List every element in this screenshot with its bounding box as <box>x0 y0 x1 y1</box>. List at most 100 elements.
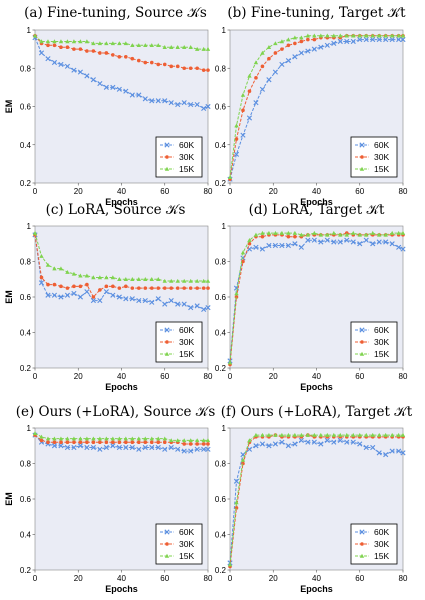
data-point-30K <box>137 58 141 63</box>
data-point-60K <box>38 50 45 56</box>
data-point-15K <box>312 432 317 437</box>
data-point-60K <box>383 239 389 245</box>
x-tick-label: 0 <box>228 187 233 196</box>
data-point-15K <box>84 39 90 44</box>
data-point-15K <box>312 33 317 38</box>
chart-panel-6: (f) Ours (+LoRA), Target 𝒦t 0 20 40 60 80 0.2 0… <box>215 404 413 594</box>
data-point-15K <box>194 46 200 51</box>
data-point-30K <box>72 47 76 51</box>
data-point-15K <box>400 33 406 38</box>
data-point-60K <box>318 441 324 447</box>
chart-title: (b) Fine-tuning, Target 𝒦t <box>227 5 406 21</box>
data-point-15K <box>143 277 148 282</box>
data-point-15K <box>156 43 161 48</box>
data-point-30K <box>156 286 161 290</box>
data-point-15K <box>45 39 51 44</box>
data-point-30K <box>85 440 89 445</box>
data-point-30K <box>117 286 122 290</box>
data-point-15K <box>58 436 64 441</box>
y-tick-label: 0.4 <box>215 531 227 540</box>
data-point-15K <box>273 432 278 437</box>
data-point-60K <box>97 297 103 304</box>
data-point-30K <box>162 286 167 290</box>
x-tick-label: 20 <box>269 574 278 583</box>
data-point-60K <box>64 444 71 451</box>
data-point-30K <box>98 288 102 292</box>
legend-label-30K: 30K <box>179 337 194 347</box>
legend-marker-30K <box>360 155 364 159</box>
data-point-60K <box>324 237 330 243</box>
data-point-15K <box>182 278 187 283</box>
legend-marker-60K <box>164 142 170 148</box>
data-point-15K <box>305 232 311 237</box>
data-point-15K <box>370 432 375 437</box>
data-point-15K <box>194 278 200 283</box>
data-point-60K <box>266 443 272 449</box>
legend-marker-15K <box>164 351 170 356</box>
chart-panel-5: (e) Ours (+LoRA), Source 𝒦s 0 20 40 60 80 0.2 0… <box>4 404 215 594</box>
data-point-15K <box>305 432 311 437</box>
data-point-30K <box>124 440 128 445</box>
data-point-15K <box>396 230 401 235</box>
legend-box <box>350 321 398 363</box>
data-point-30K <box>143 60 148 65</box>
data-point-30K <box>111 53 115 57</box>
series-line-15K <box>34 35 208 50</box>
y-tick-label: 0.4 <box>215 141 227 150</box>
data-point-60K <box>272 242 279 249</box>
data-point-30K <box>111 284 115 289</box>
data-point-30K <box>104 440 109 445</box>
data-point-15K <box>389 432 395 437</box>
data-point-15K <box>351 230 356 235</box>
y-tick-label: 0.6 <box>215 293 227 302</box>
data-point-60K <box>259 86 266 92</box>
y-tick-label: 0.2 <box>20 179 32 188</box>
data-point-15K <box>247 438 252 443</box>
y-tick-label: 0.4 <box>215 329 227 338</box>
data-point-15K <box>325 232 330 237</box>
data-point-60K <box>103 289 109 295</box>
legend-marker-30K <box>360 542 364 546</box>
data-point-15K <box>32 33 38 38</box>
x-axis-label: Epochs <box>300 584 333 594</box>
data-point-60K <box>155 444 161 451</box>
data-point-30K <box>65 286 70 290</box>
data-point-60K <box>71 444 77 451</box>
data-point-60K <box>149 98 155 104</box>
data-point-15K <box>182 438 187 443</box>
legend: 60K 30K 15K <box>155 523 203 565</box>
data-point-60K <box>350 239 356 245</box>
data-point-60K <box>84 73 90 79</box>
data-point-15K <box>364 33 369 38</box>
data-point-60K <box>285 443 291 449</box>
data-point-15K <box>78 436 83 441</box>
data-point-15K <box>253 432 259 437</box>
x-tick-label: 60 <box>160 187 169 196</box>
data-point-60K <box>123 444 129 451</box>
data-point-60K <box>305 237 311 243</box>
data-point-15K <box>194 438 200 443</box>
y-tick-label: 0.2 <box>20 364 32 373</box>
data-point-60K <box>97 446 103 452</box>
x-tick-label: 20 <box>74 187 83 196</box>
data-point-30K <box>46 43 50 48</box>
data-point-60K <box>194 446 200 452</box>
data-point-15K <box>396 432 401 437</box>
y-tick-label: 0.8 <box>215 64 227 73</box>
data-point-30K <box>175 286 180 290</box>
x-tick-label: 20 <box>74 574 83 583</box>
data-point-15K <box>240 457 246 462</box>
data-point-60K <box>305 439 311 445</box>
data-point-30K <box>188 66 193 71</box>
data-point-30K <box>52 282 57 287</box>
data-point-60K <box>376 239 382 245</box>
data-point-60K <box>77 69 84 75</box>
data-point-15K <box>91 41 96 46</box>
data-point-60K <box>155 98 161 104</box>
x-tick-label: 60 <box>355 187 364 196</box>
data-point-30K <box>39 438 44 443</box>
data-point-30K <box>182 66 187 71</box>
data-point-15K <box>149 43 154 48</box>
data-point-60K <box>84 289 90 295</box>
data-point-30K <box>39 275 44 280</box>
